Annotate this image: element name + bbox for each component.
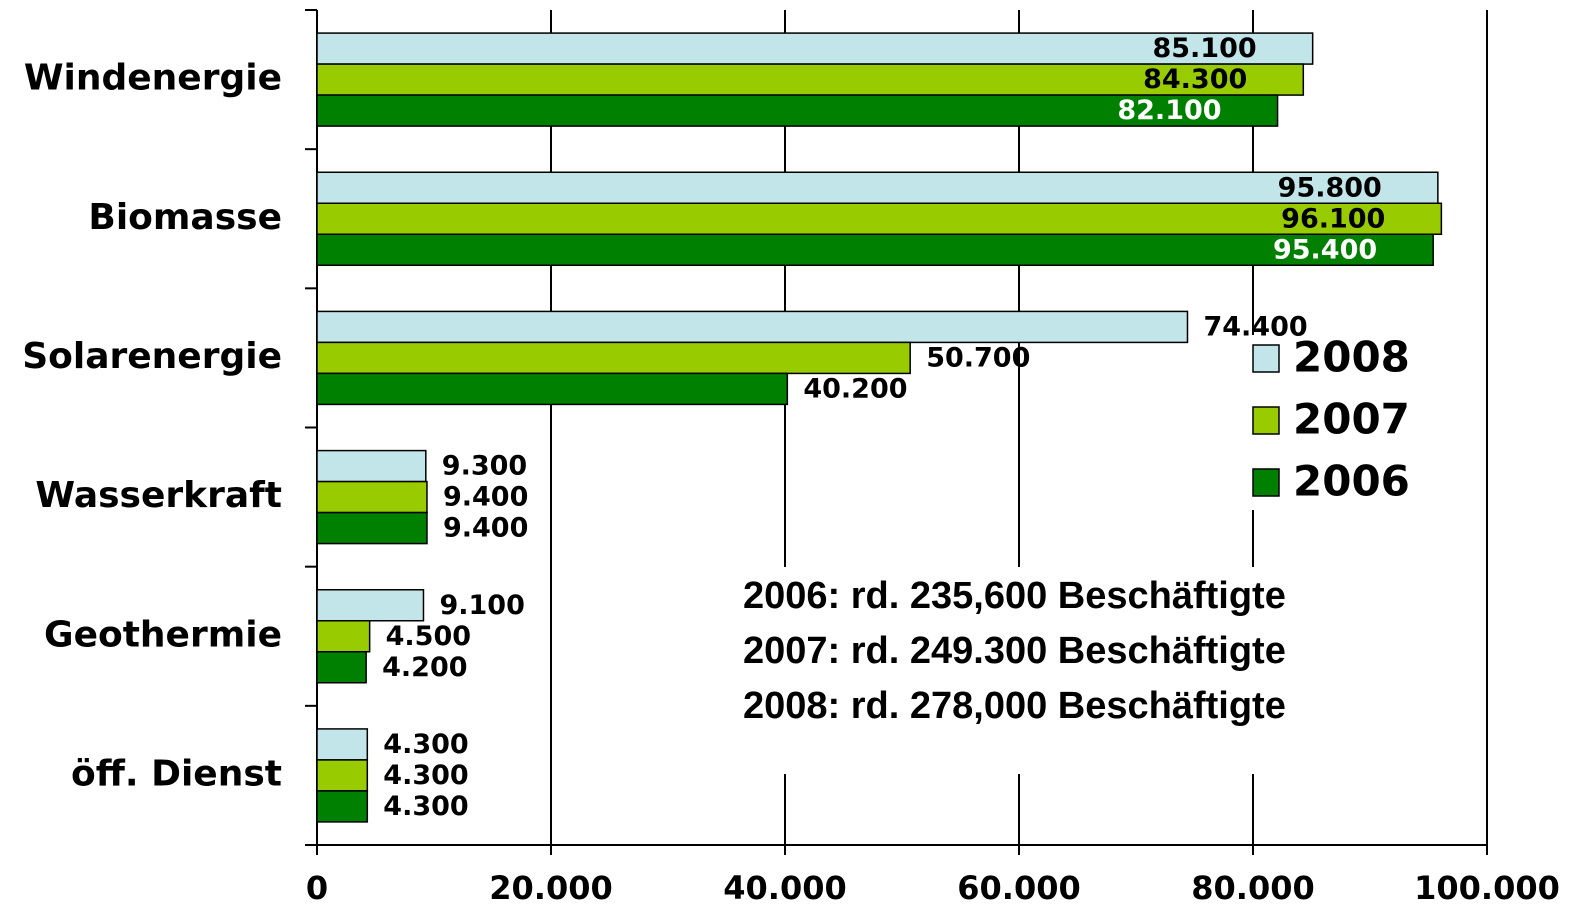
x-tick-label: 60.000	[957, 869, 1080, 907]
category-label: Geothermie	[44, 614, 282, 655]
value-label: 9.400	[443, 513, 528, 544]
value-label: 4.300	[383, 729, 468, 760]
value-label: 74.400	[1203, 311, 1307, 342]
category-label: Solarenergie	[22, 336, 282, 377]
value-label: 4.500	[386, 621, 471, 652]
bar	[316, 310, 1189, 344]
annotation: 2007: rd. 249.300 Beschäftigte	[743, 630, 1286, 672]
bar	[316, 372, 789, 406]
bar	[316, 511, 428, 545]
legend-label: 2006	[1293, 457, 1410, 506]
value-label: 4.300	[383, 791, 468, 822]
legend-swatch	[1252, 406, 1280, 435]
annotation: 2008: rd. 278,000 Beschäftigte	[743, 685, 1286, 727]
x-tick-label: 80.000	[1191, 869, 1314, 907]
annotation: 2006: rd. 235,600 Beschäftigte	[743, 575, 1286, 617]
bar	[316, 759, 369, 792]
x-tick-label: 100.000	[1414, 869, 1560, 907]
x-tick-label: 0	[306, 869, 328, 907]
value-label: 9.300	[442, 451, 527, 482]
note-bg	[735, 567, 1355, 774]
value-label: 82.100	[1117, 95, 1221, 126]
value-label: 40.200	[803, 373, 907, 404]
bar	[316, 171, 1439, 204]
x-tick-label: 40.000	[723, 869, 846, 907]
bar	[316, 620, 371, 653]
category-label: öff. Dienst	[71, 753, 282, 794]
value-label: 95.800	[1278, 172, 1382, 203]
value-label: 50.700	[926, 342, 1030, 373]
legend-swatch	[1252, 468, 1280, 497]
value-label: 4.300	[383, 760, 468, 791]
bar	[316, 63, 1305, 96]
value-label: 96.100	[1281, 203, 1385, 234]
bar	[316, 94, 1279, 127]
category-label: Windenergie	[24, 58, 282, 99]
bar	[316, 233, 1434, 266]
value-label: 9.100	[439, 590, 524, 621]
value-label: 84.300	[1143, 64, 1247, 95]
x-tick-label: 20.000	[489, 869, 612, 907]
category-label: Wasserkraft	[35, 475, 282, 516]
value-label: 85.100	[1152, 33, 1256, 64]
bar	[316, 32, 1314, 65]
bar	[316, 651, 367, 684]
legend-swatch	[1252, 344, 1280, 373]
value-label: 4.200	[382, 652, 467, 683]
bar	[316, 790, 369, 823]
bar	[316, 480, 428, 514]
legend-label: 2008	[1293, 333, 1410, 382]
bar	[316, 341, 911, 375]
value-label: 95.400	[1273, 234, 1377, 265]
value-label: 9.400	[443, 482, 528, 513]
legend-label: 2007	[1293, 395, 1410, 444]
bar	[316, 728, 369, 761]
bar	[316, 589, 425, 622]
bar	[316, 449, 427, 483]
category-label: Biomasse	[88, 197, 282, 238]
bar	[316, 202, 1443, 235]
